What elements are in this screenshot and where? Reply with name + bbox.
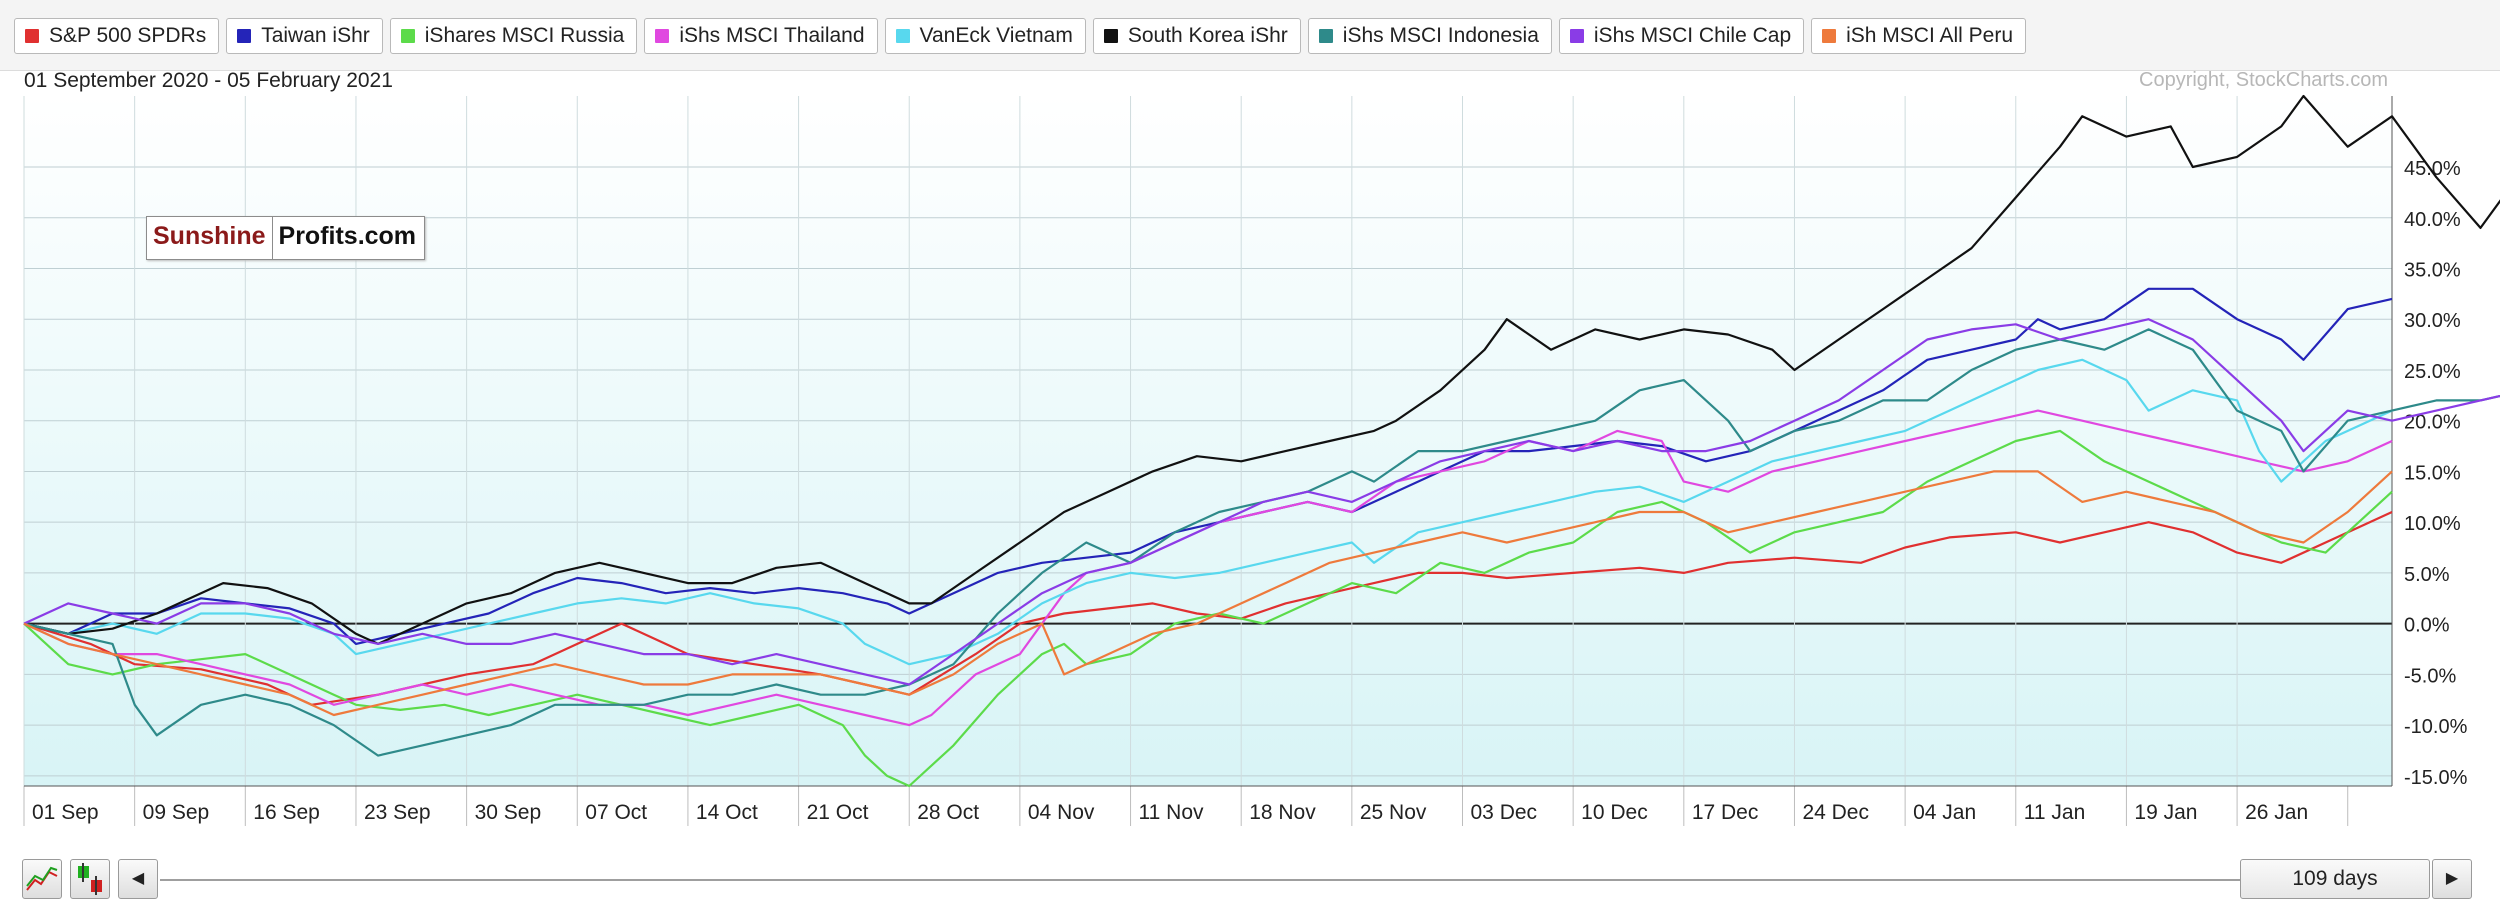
y-tick-label: -10.0% [2404,716,2468,738]
series-line [23,470,2393,717]
y-tick-label: 5.0% [2404,564,2450,586]
bar-chart-glyph [78,863,102,895]
x-tick-label: 07 Oct [585,801,647,824]
x-tick-label: 04 Nov [1028,801,1095,824]
legend-label: iSh MSCI All Peru [1846,24,2014,47]
x-tick-label: 14 Oct [696,801,758,824]
y-tick-label: 30.0% [2404,310,2461,332]
legend-item[interactable]: iShs MSCI Thailand [644,18,878,54]
y-tick-label: 0.0% [2404,615,2450,637]
legend-swatch [1318,29,1333,43]
series-line [23,429,2393,788]
plot-area [24,96,2392,786]
x-tick-label: 03 Dec [1471,801,1538,824]
legend-item[interactable]: iShares MSCI Russia [389,18,638,54]
scroll-left-button[interactable]: ◀ [118,859,158,899]
legend-swatch [237,29,252,43]
scroll-right-button[interactable]: ▶ [2432,859,2472,899]
series-line [23,318,2500,686]
y-tick-label: 25.0% [2404,361,2461,383]
x-tick-label: 16 Sep [253,801,320,824]
x-tick-label: 23 Sep [364,801,431,824]
legend-label: South Korea iShr [1127,24,1288,47]
legend-item[interactable]: iShs MSCI Chile Cap [1558,18,1805,54]
legend-swatch [895,29,910,43]
legend-swatch [655,29,670,43]
range-days-box[interactable]: 109 days [2240,859,2430,899]
x-tick-label: 26 Jan [2245,801,2308,824]
legend-swatch [1569,29,1584,43]
legend-item[interactable]: Taiwan iShr [226,18,383,54]
legend-label: VanEck Vietnam [919,24,1073,47]
legend-label: Taiwan iShr [261,24,370,47]
y-tick-label: 40.0% [2404,209,2461,231]
range-days-label: 109 days [2292,867,2378,890]
x-tick-label: 01 Sep [32,801,99,824]
x-tick-label: 17 Dec [1692,801,1759,824]
series-line [23,94,2500,646]
x-tick-label: 11 Nov [1139,801,1204,824]
legend-label: S&P 500 SPDRs [49,24,207,47]
legend-swatch [1103,29,1118,43]
series-line [23,358,2393,666]
date-range-slider[interactable] [160,879,2240,881]
x-tick-label: 09 Sep [143,801,210,824]
legend-item[interactable]: iSh MSCI All Peru [1811,18,2027,54]
y-tick-label: 15.0% [2404,462,2461,484]
date-range-label: 01 September 2020 - 05 February 2021 [24,69,393,92]
legend-item[interactable]: iShs MSCI Indonesia [1307,18,1552,54]
x-tick-label: 11 Jan [2024,801,2086,824]
copyright-label: Copyright, StockCharts.com [2139,69,2388,91]
legend-label: iShs MSCI Indonesia [1342,24,1539,47]
x-tick-label: 04 Jan [1913,801,1976,824]
x-tick-label: 18 Nov [1249,801,1316,824]
logo-text-sunshine: Sunshine [153,222,266,250]
x-tick-label: 30 Sep [475,801,542,824]
legend-label: iShares MSCI Russia [424,24,625,47]
legend-swatch [25,29,39,43]
legend-label: iShs MSCI Thailand [679,24,865,47]
sunshine-profits-logo: Sunshine Profits.com [146,216,426,260]
line-chart-icon[interactable] [22,859,62,899]
legend-item[interactable]: VanEck Vietnam [884,18,1086,54]
x-tick-label: 21 Oct [807,801,869,824]
arrow-right-icon: ▶ [2445,870,2459,887]
chart: -15.0% -10.0% -5.0% 0.0% 5.0% 10.0% 15.0% 20.0%… [23,94,2500,826]
x-tick-label: 28 Oct [917,801,979,824]
legend-label: iShs MSCI Chile Cap [1593,24,1792,47]
legend-item[interactable]: South Korea iShr [1092,18,1301,54]
y-tick-label: 20.0% [2404,412,2461,434]
y-tick-label: -15.0% [2404,767,2468,789]
x-tick-label: 25 Nov [1360,801,1427,824]
legend-bar: S&P 500 SPDRs Taiwan iShr iShares MSCI Rus… [0,0,2500,71]
line-chart-glyph [26,866,58,891]
legend-item[interactable]: S&P 500 SPDRs [14,18,220,54]
bottom-toolbar: ◀ 109 days ▶ [0,846,2500,911]
legend-swatch [400,29,415,43]
bar-chart-icon[interactable] [70,859,110,899]
x-tick-label: 19 Jan [2134,801,2197,824]
y-tick-label: 35.0% [2404,260,2461,282]
arrow-left-icon: ◀ [131,870,145,887]
y-tick-label: -5.0% [2404,665,2456,687]
logo-text-profits: Profits.com [271,217,425,259]
y-tick-label: 10.0% [2404,513,2461,535]
x-tick-label: 24 Dec [1802,801,1869,824]
y-tick-label: 45.0% [2404,158,2461,180]
legend-swatch [1822,29,1837,43]
x-tick-label: 10 Dec [1581,801,1648,824]
legend-list: S&P 500 SPDRs Taiwan iShr iShares MSCI Rus… [14,18,2027,54]
